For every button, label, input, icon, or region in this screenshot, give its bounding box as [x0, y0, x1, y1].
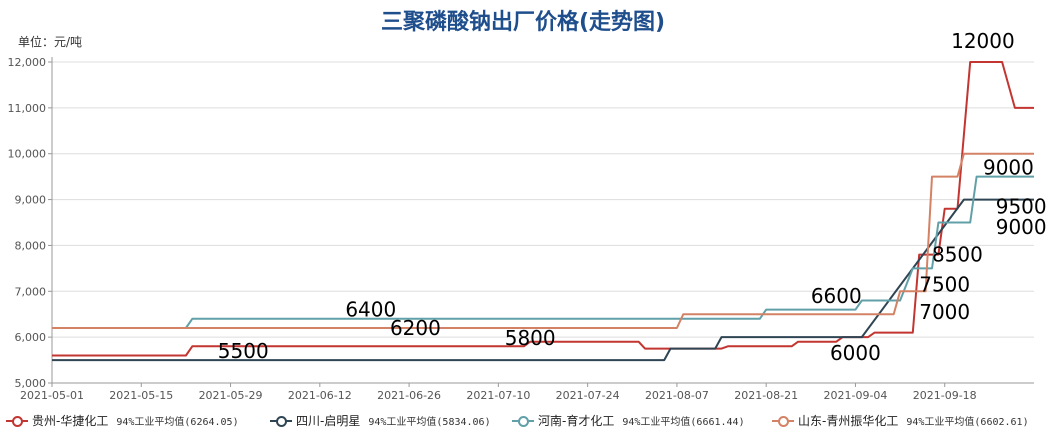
y-tick-label: 7,000 — [15, 285, 47, 298]
y-tick-label: 10,000 — [8, 148, 47, 161]
unit-label: 单位：元/吨 — [18, 35, 83, 49]
data-label: 7000 — [919, 300, 970, 324]
x-tick-label: 2021-07-10 — [466, 389, 530, 402]
series-line-3 — [52, 175, 1034, 329]
x-tick-label: 2021-09-04 — [823, 389, 887, 402]
legend-marker-icon — [270, 415, 292, 427]
y-tick-label: 11,000 — [8, 102, 47, 115]
legend-stat: 94%工业平均值(6264.05) — [116, 417, 239, 428]
data-label: 6600 — [811, 284, 862, 308]
data-label: 6200 — [390, 316, 441, 340]
legend: 贵州-华捷化工 94%工业平均值(6264.05) 四川-启明星 94%工业平均值(5… — [0, 412, 1046, 434]
legend-item[interactable]: 河南-育才化工 94%工业平均值(6661.44) — [512, 412, 745, 429]
data-label: 9000 — [996, 215, 1046, 239]
y-tick-label: 8,000 — [15, 239, 47, 252]
x-tick-label: 2021-09-18 — [913, 389, 977, 402]
x-tick-label: 2021-05-15 — [109, 389, 173, 402]
data-label: 6000 — [830, 341, 881, 365]
legend-label: 贵州-华捷化工 — [32, 414, 109, 428]
x-tick-label: 2021-07-24 — [556, 389, 620, 402]
legend-label: 河南-育才化工 — [538, 414, 615, 428]
grid-lines — [52, 61, 1034, 384]
data-label: 5800 — [505, 326, 556, 350]
chart-title: 三聚磷酸钠出厂价格(走势图) — [380, 10, 666, 35]
series-lines — [52, 61, 1034, 362]
legend-stat: 94%工业平均值(6602.61) — [906, 417, 1029, 428]
x-tick-label: 2021-06-12 — [288, 389, 352, 402]
x-tick-label: 2021-05-29 — [199, 389, 263, 402]
data-label: 7500 — [919, 272, 970, 296]
axes: 5,000 6,000 7,000 8,000 9,000 10,000 11,000 12,… — [8, 56, 977, 402]
series-line-4 — [52, 152, 1034, 329]
annotations: 1200090009500900085007500700066006000640… — [218, 29, 1046, 365]
series-line-1 — [52, 61, 1034, 357]
legend-marker-icon — [6, 415, 28, 427]
x-tick-label: 2021-05-01 — [20, 389, 84, 402]
y-tick-label: 6,000 — [15, 331, 47, 344]
legend-marker-icon — [772, 415, 794, 427]
legend-item[interactable]: 山东-青州振华化工 94%工业平均值(6602.61) — [772, 412, 1029, 429]
chart-plot: 5,000 6,000 7,000 8,000 9,000 10,000 11,000 12,… — [8, 29, 1046, 402]
legend-stat: 94%工业平均值(6661.44) — [622, 417, 745, 428]
data-label: 9000 — [983, 155, 1034, 179]
x-tick-label: 2021-08-07 — [645, 389, 709, 402]
legend-label: 山东-青州振华化工 — [798, 414, 899, 428]
data-label: 6400 — [345, 298, 396, 322]
data-label: 5500 — [218, 339, 269, 363]
legend-marker-icon — [512, 415, 534, 427]
data-label: 12000 — [951, 29, 1015, 53]
legend-item[interactable]: 贵州-华捷化工 94%工业平均值(6264.05) — [6, 412, 239, 429]
data-label: 9500 — [996, 194, 1046, 218]
y-tick-label: 9,000 — [15, 194, 47, 207]
legend-item[interactable]: 四川-启明星 94%工业平均值(5834.06) — [270, 412, 491, 429]
legend-stat: 94%工业平均值(5834.06) — [368, 417, 491, 428]
y-tick-label: 5,000 — [15, 377, 47, 390]
x-tick-label: 2021-06-26 — [377, 389, 441, 402]
legend-label: 四川-启明星 — [296, 414, 361, 428]
y-tick-label: 12,000 — [8, 56, 47, 69]
data-label: 8500 — [932, 242, 983, 266]
x-tick-label: 2021-08-21 — [734, 389, 798, 402]
